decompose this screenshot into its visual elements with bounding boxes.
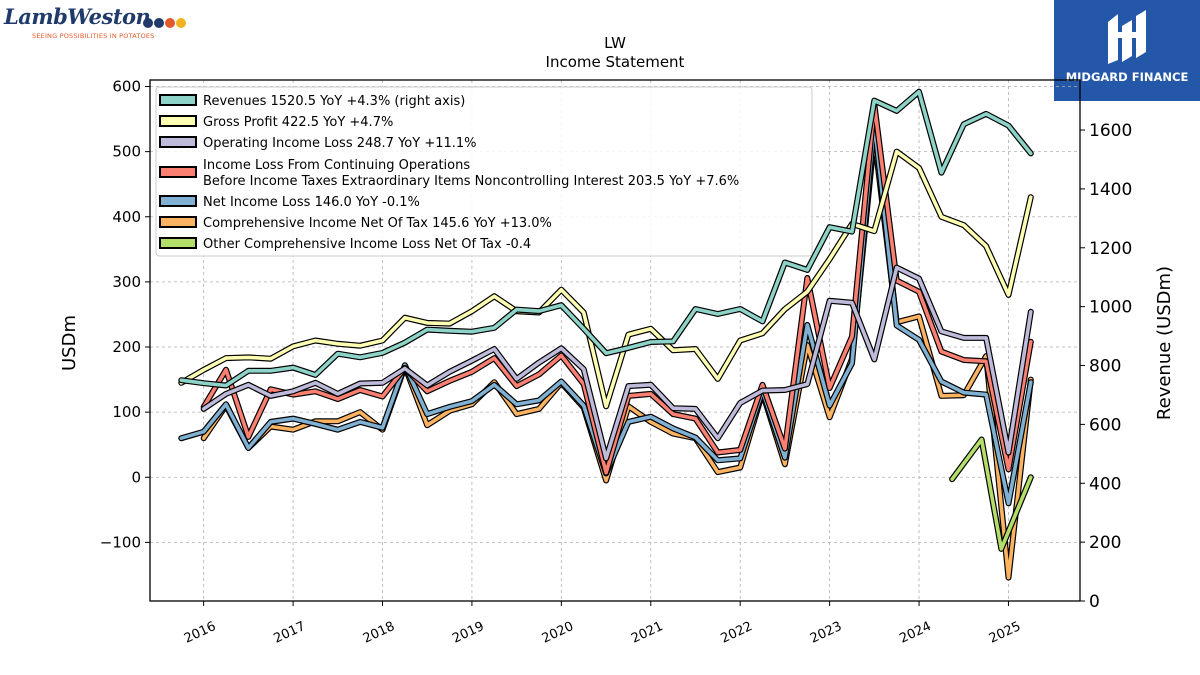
legend-label: Income Loss From Continuing Operations xyxy=(203,158,470,173)
brand-tagline: SEEING POSSIBILITIES IN POTATOES xyxy=(32,32,155,40)
series-line-2 xyxy=(200,264,1034,462)
x-tick-label: 2025 xyxy=(987,619,1023,647)
brand-dots-icon xyxy=(143,18,186,28)
legend-label-line2: Before Income Taxes Extraordinary Items … xyxy=(203,174,739,189)
chart-subtitle: Income Statement xyxy=(546,53,685,71)
x-tick-label: 2020 xyxy=(540,619,576,647)
y-tick-label: 400 xyxy=(112,208,141,226)
x-tick-label: 2018 xyxy=(361,619,397,647)
series-stroke xyxy=(201,102,1033,475)
series-stroke xyxy=(179,149,1033,409)
x-tick-label: 2017 xyxy=(271,619,307,647)
legend-label: Revenues 1520.5 YoY +4.3% (right axis) xyxy=(203,94,465,109)
y2-tick-label: 200 xyxy=(1089,533,1121,553)
legend-swatch xyxy=(159,216,197,228)
right-axis: 0 200 400 600 800 1000 1200 1400 1600 xyxy=(1080,121,1132,612)
x-tick-label: 2021 xyxy=(629,619,665,647)
legend-swatch xyxy=(159,94,197,106)
series-layer xyxy=(178,88,1034,581)
legend-label: Comprehensive Income Net Of Tax 145.6 Yo… xyxy=(203,216,552,231)
legend-label: Operating Income Loss 248.7 YoY +11.1% xyxy=(203,136,477,151)
plot-frame xyxy=(149,79,1081,602)
series-stroke xyxy=(950,437,1033,551)
chart-title: LW xyxy=(604,34,626,52)
x-tick-label: 2023 xyxy=(808,619,844,647)
x-axis: 2016 2017 2018 2019 2020 2021 2022 2023 2024 2025 xyxy=(182,601,1023,647)
legend-box xyxy=(155,86,813,257)
badge-label: MIDGARD FINANCE xyxy=(1065,70,1189,84)
y-tick-label: 200 xyxy=(112,338,141,356)
y-axis-label: USDm xyxy=(59,315,80,371)
x-tick-label: 2016 xyxy=(182,619,218,647)
x-tick-label: 2019 xyxy=(450,619,486,647)
y-tick-label: 600 xyxy=(112,78,141,96)
legend-swatch xyxy=(159,136,197,148)
y-tick-label: 500 xyxy=(112,143,141,161)
y-tick-label: 100 xyxy=(112,403,141,421)
series-line-1 xyxy=(178,148,1034,410)
x-tick-label: 2022 xyxy=(719,619,755,647)
y2-axis-label: Revenue (USDm) xyxy=(1154,266,1175,420)
legend-label: Net Income Loss 146.0 YoY -0.1% xyxy=(203,195,420,210)
series-line-6 xyxy=(949,436,1034,552)
y2-tick-label: 400 xyxy=(1089,474,1121,494)
series-stroke xyxy=(179,90,1033,388)
legend-swatch xyxy=(159,115,197,127)
legend: Revenues 1520.5 YoY +4.3% (right axis) Gr… xyxy=(155,86,813,257)
y-tick-label: −100 xyxy=(100,533,141,551)
y-tick-label: 0 xyxy=(131,468,141,486)
series-line-3 xyxy=(200,101,1034,476)
series-line-0 xyxy=(178,88,1034,389)
x-tick-label: 2024 xyxy=(897,619,933,647)
y2-tick-label: 0 xyxy=(1089,592,1100,612)
midgard-logo-icon xyxy=(1108,10,1146,64)
legend-label: Other Comprehensive Income Loss Net Of T… xyxy=(203,237,531,252)
y-tick-label: 300 xyxy=(112,273,141,291)
left-axis: −100 0 100 200 300 400 500 600 xyxy=(100,78,150,551)
legend-swatch xyxy=(159,195,197,207)
y2-tick-label: 600 xyxy=(1089,415,1121,435)
y2-tick-label: 1600 xyxy=(1089,121,1132,141)
legend-swatch xyxy=(159,237,197,249)
y2-tick-label: 1400 xyxy=(1089,180,1132,200)
legend-label: Gross Profit 422.5 YoY +4.7% xyxy=(203,115,393,130)
legend-swatch xyxy=(159,166,197,178)
y2-tick-label: 1000 xyxy=(1089,298,1132,318)
y2-tick-label: 1200 xyxy=(1089,239,1132,259)
lamb-weston-logo: LambWeston SEEING POSSIBILITIES IN POTAT… xyxy=(4,4,194,44)
series-stroke xyxy=(201,265,1033,461)
brand-name: LambWeston xyxy=(4,4,151,29)
midgard-finance-badge: MIDGARD FINANCE xyxy=(1054,0,1200,101)
y2-tick-label: 800 xyxy=(1089,357,1121,377)
